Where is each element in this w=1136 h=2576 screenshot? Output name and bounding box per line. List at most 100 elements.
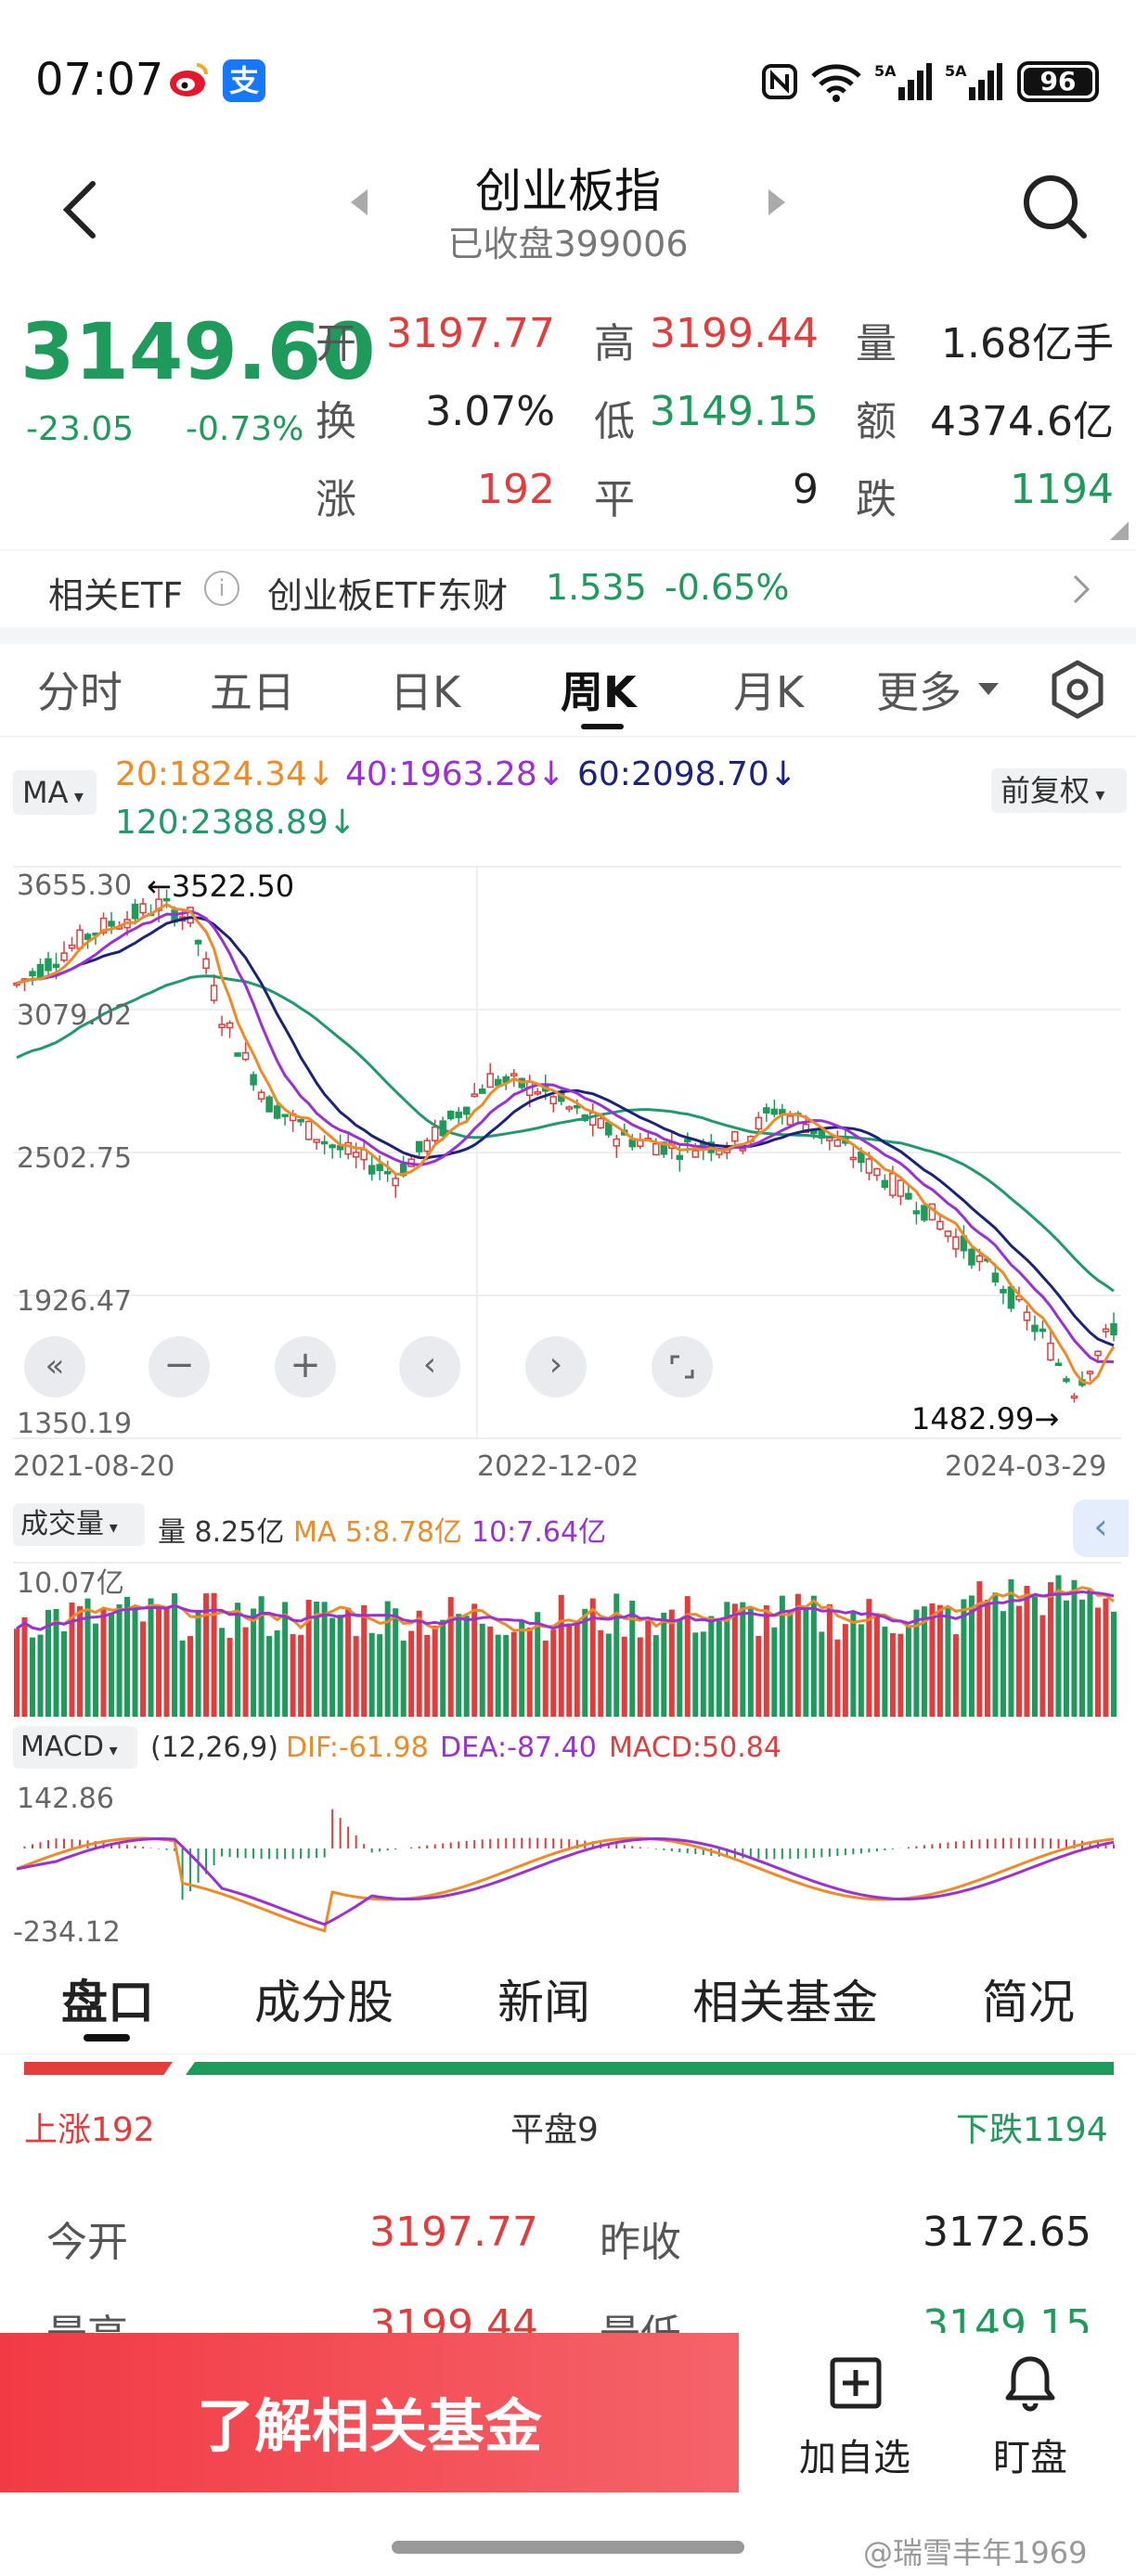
volume-bar (124, 1596, 131, 1717)
flat-count-label: 平 (594, 476, 635, 523)
volume-label: 量 (856, 320, 897, 367)
volume-bar (605, 1633, 612, 1717)
etf-name: 创业板ETF东财 (267, 575, 509, 616)
tab-order-book[interactable]: 盘口 (61, 1976, 154, 2029)
tab-weekly-k[interactable]: 周K (561, 667, 637, 717)
turnover-value: 3.07% (425, 388, 555, 435)
collapse-side-button[interactable]: ‹ (1073, 1500, 1129, 1557)
tab-news[interactable]: 新闻 (497, 1976, 590, 2029)
zoom-out-button[interactable]: − (148, 1336, 210, 1397)
pan-left-button[interactable]: ‹ (399, 1336, 460, 1397)
volume-bar (100, 1608, 107, 1717)
add-watchlist-button[interactable]: 加自选 (785, 2351, 924, 2481)
candle-body (605, 1122, 613, 1136)
volume-bar (668, 1609, 675, 1717)
tab-monthly-k[interactable]: 月K (733, 667, 805, 717)
change-percent: -0.73% (186, 410, 304, 448)
ma-selector[interactable]: MA ▾ (13, 770, 97, 815)
tab-daily-k[interactable]: 日K (390, 667, 461, 717)
max-annotation: ←3522.50 (147, 869, 294, 904)
candle-body (1110, 1322, 1117, 1336)
tab-five-day[interactable]: 五日 (210, 667, 295, 717)
volume-bar (361, 1604, 368, 1717)
home-indicator (392, 2541, 744, 2554)
candle-body (218, 1024, 226, 1028)
next-stock-button[interactable] (763, 184, 791, 221)
volume-bar (1103, 1598, 1109, 1717)
macd-selector-label: MACD (20, 1731, 104, 1763)
macd-selector[interactable]: MACD ▾ (13, 1726, 137, 1769)
fullscreen-button[interactable] (652, 1336, 713, 1397)
volume-bar (677, 1619, 683, 1717)
more-dropdown-icon[interactable] (976, 679, 1000, 698)
adjust-selector[interactable]: 前复权 ▾ (991, 768, 1127, 813)
volume-bar (132, 1605, 138, 1717)
tab-related-funds[interactable]: 相关基金 (692, 1976, 878, 2029)
change-value: -23.05 (26, 410, 135, 448)
zoom-in-button[interactable]: + (275, 1336, 336, 1397)
tab-intraday[interactable]: 分时 (37, 667, 123, 717)
tab-more[interactable]: 更多 (876, 667, 962, 717)
learn-funds-button[interactable]: 了解相关基金 (0, 2333, 739, 2492)
volume-bar (984, 1599, 990, 1717)
kline-chart[interactable]: 3655.30 3079.02 2502.75 1926.47 1350.19 … (0, 859, 1136, 1481)
period-tabs: 分时 五日 日K 周K 月K 更多 (0, 644, 1136, 737)
volume-bar (321, 1602, 328, 1717)
candle-body (944, 1230, 952, 1237)
candle-body (376, 1164, 383, 1172)
related-etf-row[interactable]: 相关ETF i 创业板ETF东财 1.535 -0.65% (0, 549, 1136, 627)
candle-body (921, 1204, 928, 1221)
volume-selector[interactable]: 成交量 ▾ (13, 1503, 145, 1546)
candle-body (297, 1119, 304, 1123)
volume-bar (652, 1635, 659, 1717)
ma-legend: MA ▾ 20:1824.34↓ 40:1963.28↓ 60:2098.70↓… (0, 742, 1136, 854)
section-divider (0, 627, 1136, 644)
volume-bar (882, 1626, 888, 1717)
action-bar: 了解相关基金 加自选 盯盘 (0, 2333, 1136, 2492)
volume-bar (290, 1634, 296, 1717)
dea-line (16, 1836, 1115, 1926)
volume-bar (21, 1616, 28, 1717)
macd-chart[interactable]: 142.86 -234.12 (0, 1774, 1136, 1951)
candle-body (241, 1051, 250, 1061)
candle-body (60, 952, 68, 961)
settings-hexagon-icon[interactable] (1047, 659, 1108, 720)
info-icon[interactable]: i (204, 571, 239, 606)
low-value: 3149.15 (650, 388, 819, 435)
volume-bar (550, 1629, 557, 1717)
candle-body (628, 1139, 637, 1148)
expand-corner-icon[interactable] (1110, 522, 1129, 540)
volume-bar (787, 1609, 794, 1717)
candle-body (786, 1114, 794, 1126)
candle-body (660, 1141, 668, 1155)
volume-bar (447, 1597, 454, 1717)
volume-bar (1071, 1579, 1078, 1717)
detail-open-value: 3197.77 (369, 2209, 538, 2256)
prev-stock-button[interactable] (345, 184, 373, 221)
tab-profile[interactable]: 简况 (982, 1976, 1075, 2029)
candle-body (304, 1120, 313, 1140)
volume-bar (1024, 1586, 1030, 1717)
volume-bar (140, 1621, 147, 1717)
volume-chart[interactable]: 10.07亿 (0, 1559, 1136, 1717)
y-label-top: 3655.30 (17, 869, 132, 902)
fast-back-button[interactable]: « (24, 1336, 85, 1397)
watch-button[interactable]: 盯盘 (965, 2351, 1095, 2481)
tab-constituents[interactable]: 成分股 (254, 1976, 394, 2029)
volume-bar (968, 1595, 975, 1717)
back-button[interactable] (52, 176, 108, 241)
volume-bar (487, 1626, 494, 1717)
pan-right-button[interactable]: › (525, 1336, 587, 1397)
chevron-right-icon[interactable] (1067, 573, 1095, 606)
volume-bar (368, 1632, 375, 1717)
signal-2-icon: 5A (945, 61, 1002, 102)
candle-body (952, 1236, 960, 1250)
volume-bar (377, 1634, 383, 1717)
search-icon[interactable] (1017, 169, 1091, 243)
volume-bar (700, 1631, 706, 1717)
volume-bar (566, 1623, 573, 1717)
volume-bar (535, 1612, 541, 1717)
volume-bar (952, 1634, 959, 1717)
volume-bar (61, 1630, 68, 1717)
last-price: 3149.60 (20, 306, 376, 397)
